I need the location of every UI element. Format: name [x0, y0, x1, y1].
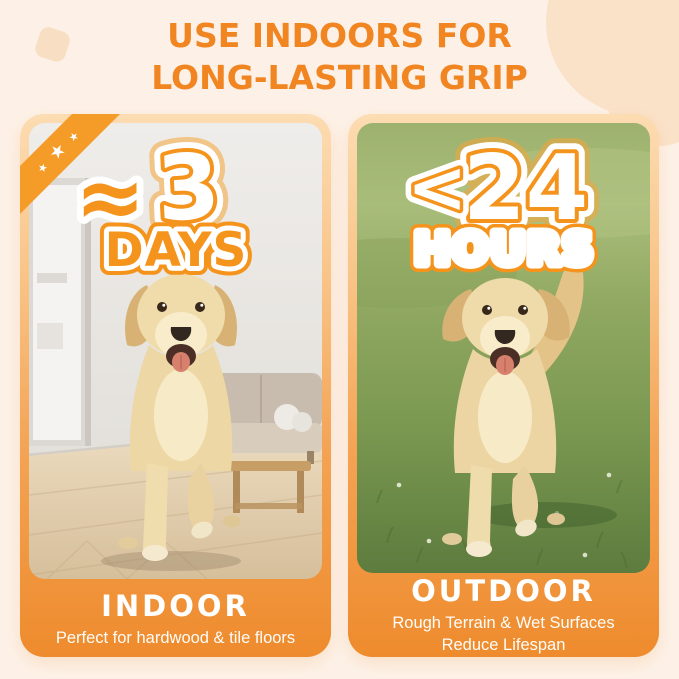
outdoor-label: OUTDOOR	[411, 573, 596, 608]
svg-text:DAYS: DAYS	[104, 223, 247, 278]
svg-text:≈: ≈	[75, 148, 145, 246]
outdoor-duration-badge: 24 24 24 < < HOURS HOURS	[398, 121, 603, 283]
outdoor-scene-illustration	[357, 123, 650, 573]
outdoor-photo	[357, 123, 650, 573]
indoor-card: ★ ★ ★ 3 3 3 ≈ ≈ DAYS DAYS INDOOR Perfect…	[20, 114, 331, 657]
outdoor-subtitle: Rough Terrain & Wet Surfaces Reduce Life…	[392, 613, 614, 657]
table-illustration	[227, 461, 311, 513]
star-icon: ★	[34, 159, 51, 176]
svg-text:24: 24	[463, 136, 588, 241]
svg-text:DAYS: DAYS	[104, 223, 247, 278]
outdoor-subtitle-line-2: Reduce Lifespan	[441, 635, 566, 654]
outdoor-subtitle-line-1: Rough Terrain & Wet Surfaces	[392, 613, 615, 632]
outdoor-caption: OUTDOOR Rough Terrain & Wet Surfaces Red…	[348, 573, 659, 657]
svg-text:HOURS: HOURS	[413, 224, 594, 275]
svg-text:3: 3	[154, 134, 222, 242]
svg-text:3: 3	[154, 134, 222, 242]
outdoor-dog-illustration	[442, 264, 584, 557]
svg-text:24: 24	[463, 136, 588, 241]
svg-text:HOURS: HOURS	[413, 224, 594, 275]
svg-text:<: <	[407, 145, 467, 229]
headline: USE INDOORS FOR LONG-LASTING GRIP	[0, 15, 679, 99]
headline-line-1: USE INDOORS FOR	[167, 16, 512, 55]
indoor-caption: INDOOR Perfect for hardwood & tile floor…	[20, 579, 331, 657]
svg-text:<: <	[407, 145, 467, 229]
svg-text:≈: ≈	[75, 148, 145, 246]
indoor-duration-badge: 3 3 3 ≈ ≈ DAYS DAYS	[68, 119, 255, 287]
headline-line-2: LONG-LASTING GRIP	[151, 58, 528, 97]
svg-text:24: 24	[463, 136, 588, 241]
indoor-label: INDOOR	[101, 588, 250, 623]
indoor-photo	[29, 123, 322, 579]
indoor-dog-illustration	[118, 274, 241, 561]
indoor-scene-illustration	[29, 123, 322, 579]
star-icon: ★	[65, 128, 82, 145]
indoor-subtitle: Perfect for hardwood & tile floors	[55, 628, 296, 647]
star-icon: ★	[44, 138, 71, 165]
outdoor-card: 24 24 24 < < HOURS HOURS OUTDOOR Rough T…	[348, 114, 659, 657]
